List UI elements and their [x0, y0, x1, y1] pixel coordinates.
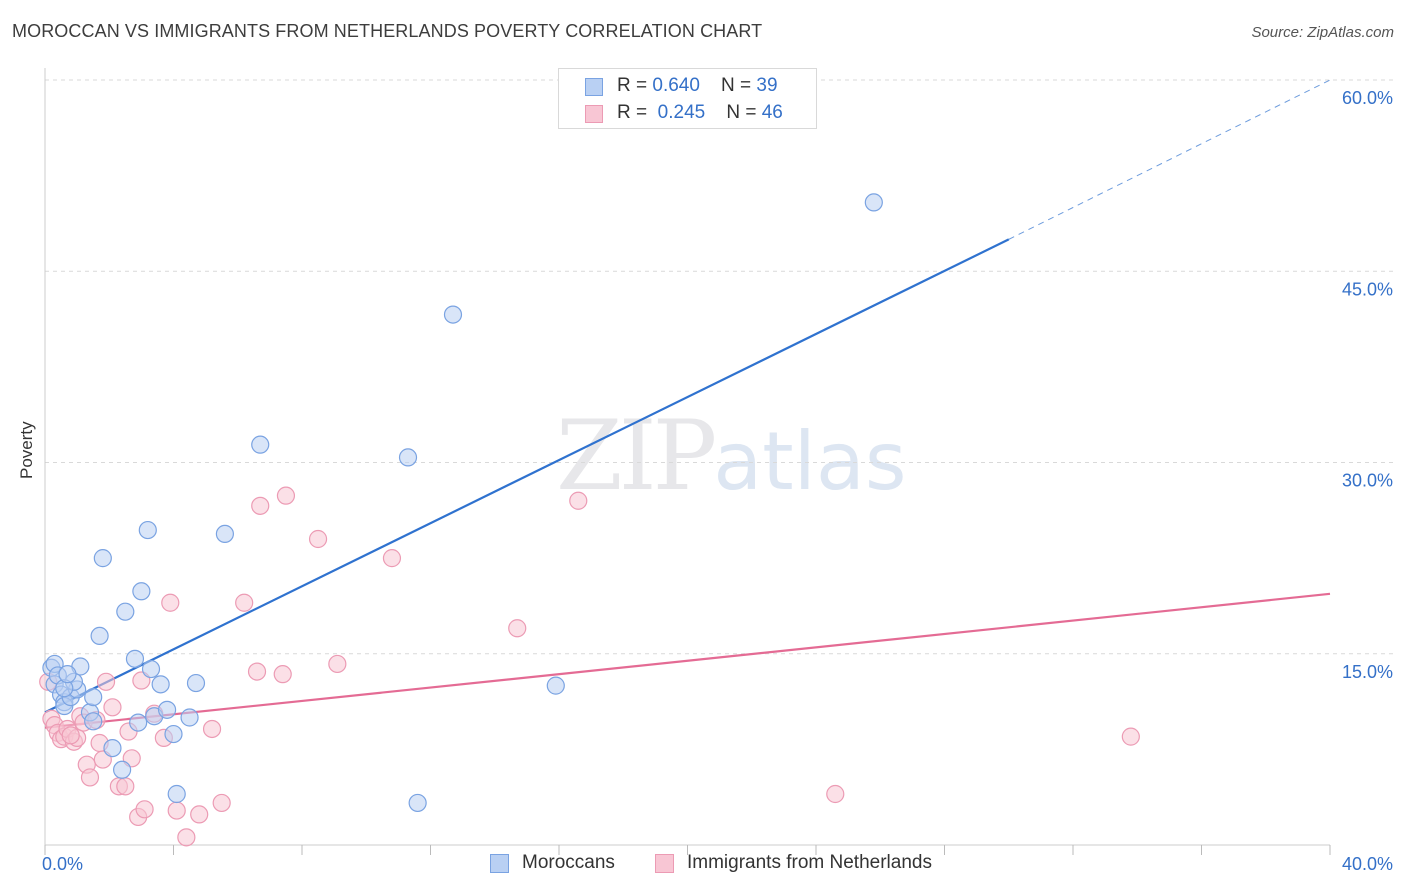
point-netherlands-45 [61, 726, 80, 745]
point-netherlands-40 [508, 619, 527, 638]
point-netherlands-27 [167, 801, 186, 820]
point-moroccans-38 [546, 676, 565, 695]
y-tick-label-0: 15.0% [1342, 662, 1393, 682]
point-netherlands-41 [569, 491, 588, 510]
point-moroccans-16 [90, 626, 109, 646]
point-netherlands-32 [235, 593, 254, 612]
point-netherlands-39 [382, 549, 402, 568]
legend-swatch-netherlands [585, 105, 603, 123]
point-netherlands-37 [308, 529, 328, 549]
legend-swatch-netherlands-bottom [655, 854, 674, 873]
legend-stats-netherlands: R = 0.245 N = 46 [617, 102, 783, 123]
point-moroccans-29 [164, 724, 183, 744]
legend-swatch-moroccans [585, 78, 603, 96]
tick-labels: 15.0% 30.0% 45.0% 60.0% 0.0% 40.0% [42, 88, 1393, 874]
point-moroccans-35 [398, 448, 418, 467]
point-moroccans-28 [157, 700, 177, 719]
point-moroccans-27 [151, 675, 170, 694]
watermark-atlas: atlas [713, 415, 907, 508]
point-netherlands-35 [273, 665, 292, 684]
point-netherlands-23 [135, 800, 154, 819]
point-netherlands-36 [276, 486, 296, 505]
legend-label-netherlands: Immigrants from Netherlands [687, 852, 932, 873]
point-moroccans-33 [215, 524, 234, 544]
point-netherlands-26 [161, 593, 180, 612]
trend-lines [44, 79, 1331, 729]
trendline-netherlands [44, 592, 1331, 729]
chart-title: MOROCCAN VS IMMIGRANTS FROM NETHERLANDS … [12, 21, 763, 41]
point-netherlands-29 [190, 805, 209, 824]
point-moroccans-17 [93, 549, 112, 568]
point-moroccans-19 [112, 760, 132, 779]
point-moroccans-30 [167, 784, 186, 804]
source-credit: Source: ZipAtlas.com [1251, 24, 1394, 41]
point-netherlands-30 [202, 719, 222, 739]
legend-label-moroccans: Moroccans [522, 852, 615, 873]
point-moroccans-15 [84, 687, 103, 707]
series-legend: Moroccans Immigrants from Netherlands [0, 852, 1406, 878]
point-moroccans-32 [186, 673, 206, 693]
point-moroccans-37 [443, 305, 463, 324]
point-moroccans-24 [138, 520, 157, 540]
point-moroccans-39 [864, 193, 883, 212]
point-netherlands-43 [1121, 727, 1140, 746]
grid-lines [45, 79, 1395, 655]
y-tick-label-1: 30.0% [1342, 471, 1393, 491]
point-netherlands-12 [80, 768, 100, 787]
point-netherlands-42 [826, 784, 845, 804]
point-moroccans-22 [129, 713, 148, 732]
point-moroccans-25 [141, 659, 161, 679]
trendline-moroccans [44, 238, 1010, 714]
y-axis-label: Poverty [17, 421, 36, 479]
point-moroccans-34 [251, 435, 270, 454]
trendline-moroccans-extension [1008, 79, 1331, 240]
correlation-legend: R = 0.640 N = 39 R = 0.245 N = 46 [558, 68, 817, 129]
x-tick-label-1: 40.0% [1342, 854, 1393, 874]
point-netherlands-16 [96, 672, 116, 691]
y-tick-label-3: 60.0% [1342, 88, 1393, 108]
point-moroccans-31 [180, 708, 199, 727]
x-tick-label-0: 0.0% [42, 854, 83, 874]
point-moroccans-12 [58, 665, 77, 684]
point-netherlands-38 [328, 654, 347, 674]
point-moroccans-23 [132, 582, 151, 601]
point-netherlands-31 [212, 793, 231, 813]
point-moroccans-36 [408, 793, 427, 813]
point-netherlands-19 [116, 777, 135, 796]
point-netherlands-17 [103, 698, 122, 717]
point-netherlands-34 [251, 496, 270, 515]
legend-stats-moroccans: R = 0.640 N = 39 [617, 75, 778, 96]
point-moroccans-20 [116, 602, 135, 621]
point-netherlands-28 [177, 828, 196, 847]
y-tick-label-2: 45.0% [1342, 279, 1393, 299]
point-moroccans-14 [84, 712, 103, 731]
point-moroccans-18 [103, 738, 122, 758]
legend-swatch-moroccans-bottom [490, 854, 509, 873]
data-points [39, 193, 1140, 847]
point-netherlands-33 [247, 662, 267, 681]
point-moroccans-21 [125, 649, 145, 668]
